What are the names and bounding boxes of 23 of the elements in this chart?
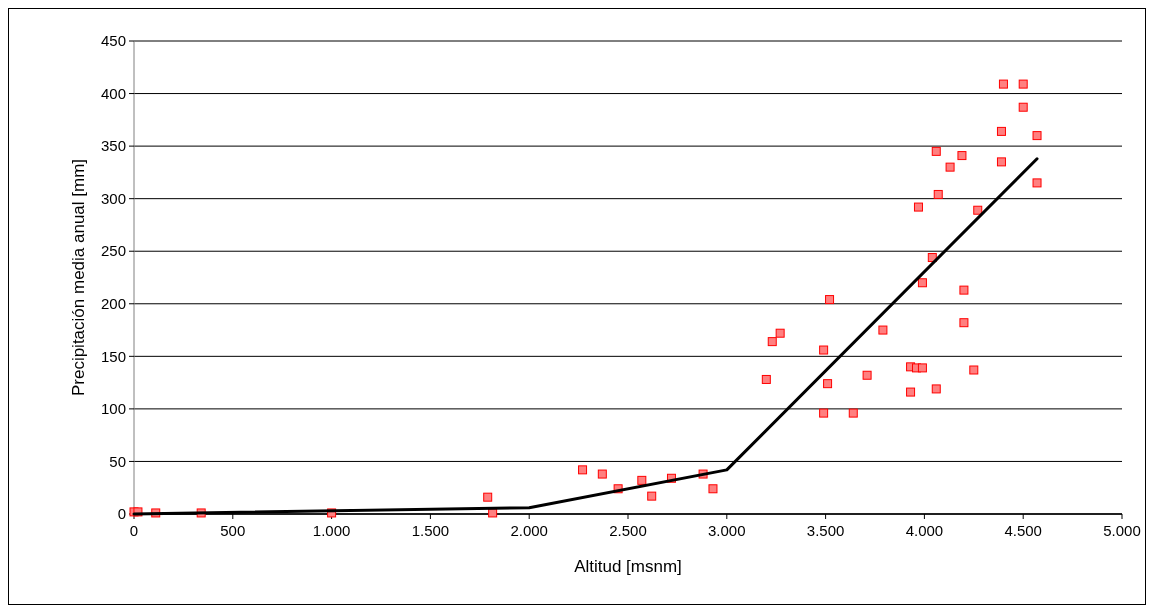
y-tick-label: 50 (109, 452, 126, 470)
y-tick-label: 350 (100, 137, 126, 155)
y-tick-label: 200 (100, 295, 126, 313)
x-tick-label: 5.000 (1103, 522, 1141, 539)
x-tick-label: 4.500 (1004, 522, 1042, 539)
x-tick-label: 4.000 (905, 522, 944, 539)
y-tick-label: 250 (100, 242, 126, 260)
x-tick-label: 2.000 (510, 522, 548, 539)
y-tick-label: 150 (100, 347, 126, 365)
x-tick-label: 500 (220, 522, 246, 539)
x-tick-label: 1.500 (411, 522, 450, 539)
y-tick-label: 100 (100, 400, 126, 418)
y-tick-label: 0 (117, 505, 126, 523)
x-tick-label: 3.500 (806, 522, 845, 539)
x-tick-label: 2.500 (609, 522, 647, 539)
y-axis-title: Precipitación media anual [mm] (69, 158, 88, 397)
y-tick-label: 450 (100, 32, 126, 50)
x-tick-label: 0 (129, 522, 139, 539)
x-tick-label: 3.000 (708, 522, 746, 539)
x-axis-title: Altitud [msnm] (574, 557, 682, 576)
x-tick-label: 1.000 (312, 522, 351, 539)
y-tick-label: 400 (100, 84, 126, 102)
y-tick-label: 300 (100, 189, 126, 207)
